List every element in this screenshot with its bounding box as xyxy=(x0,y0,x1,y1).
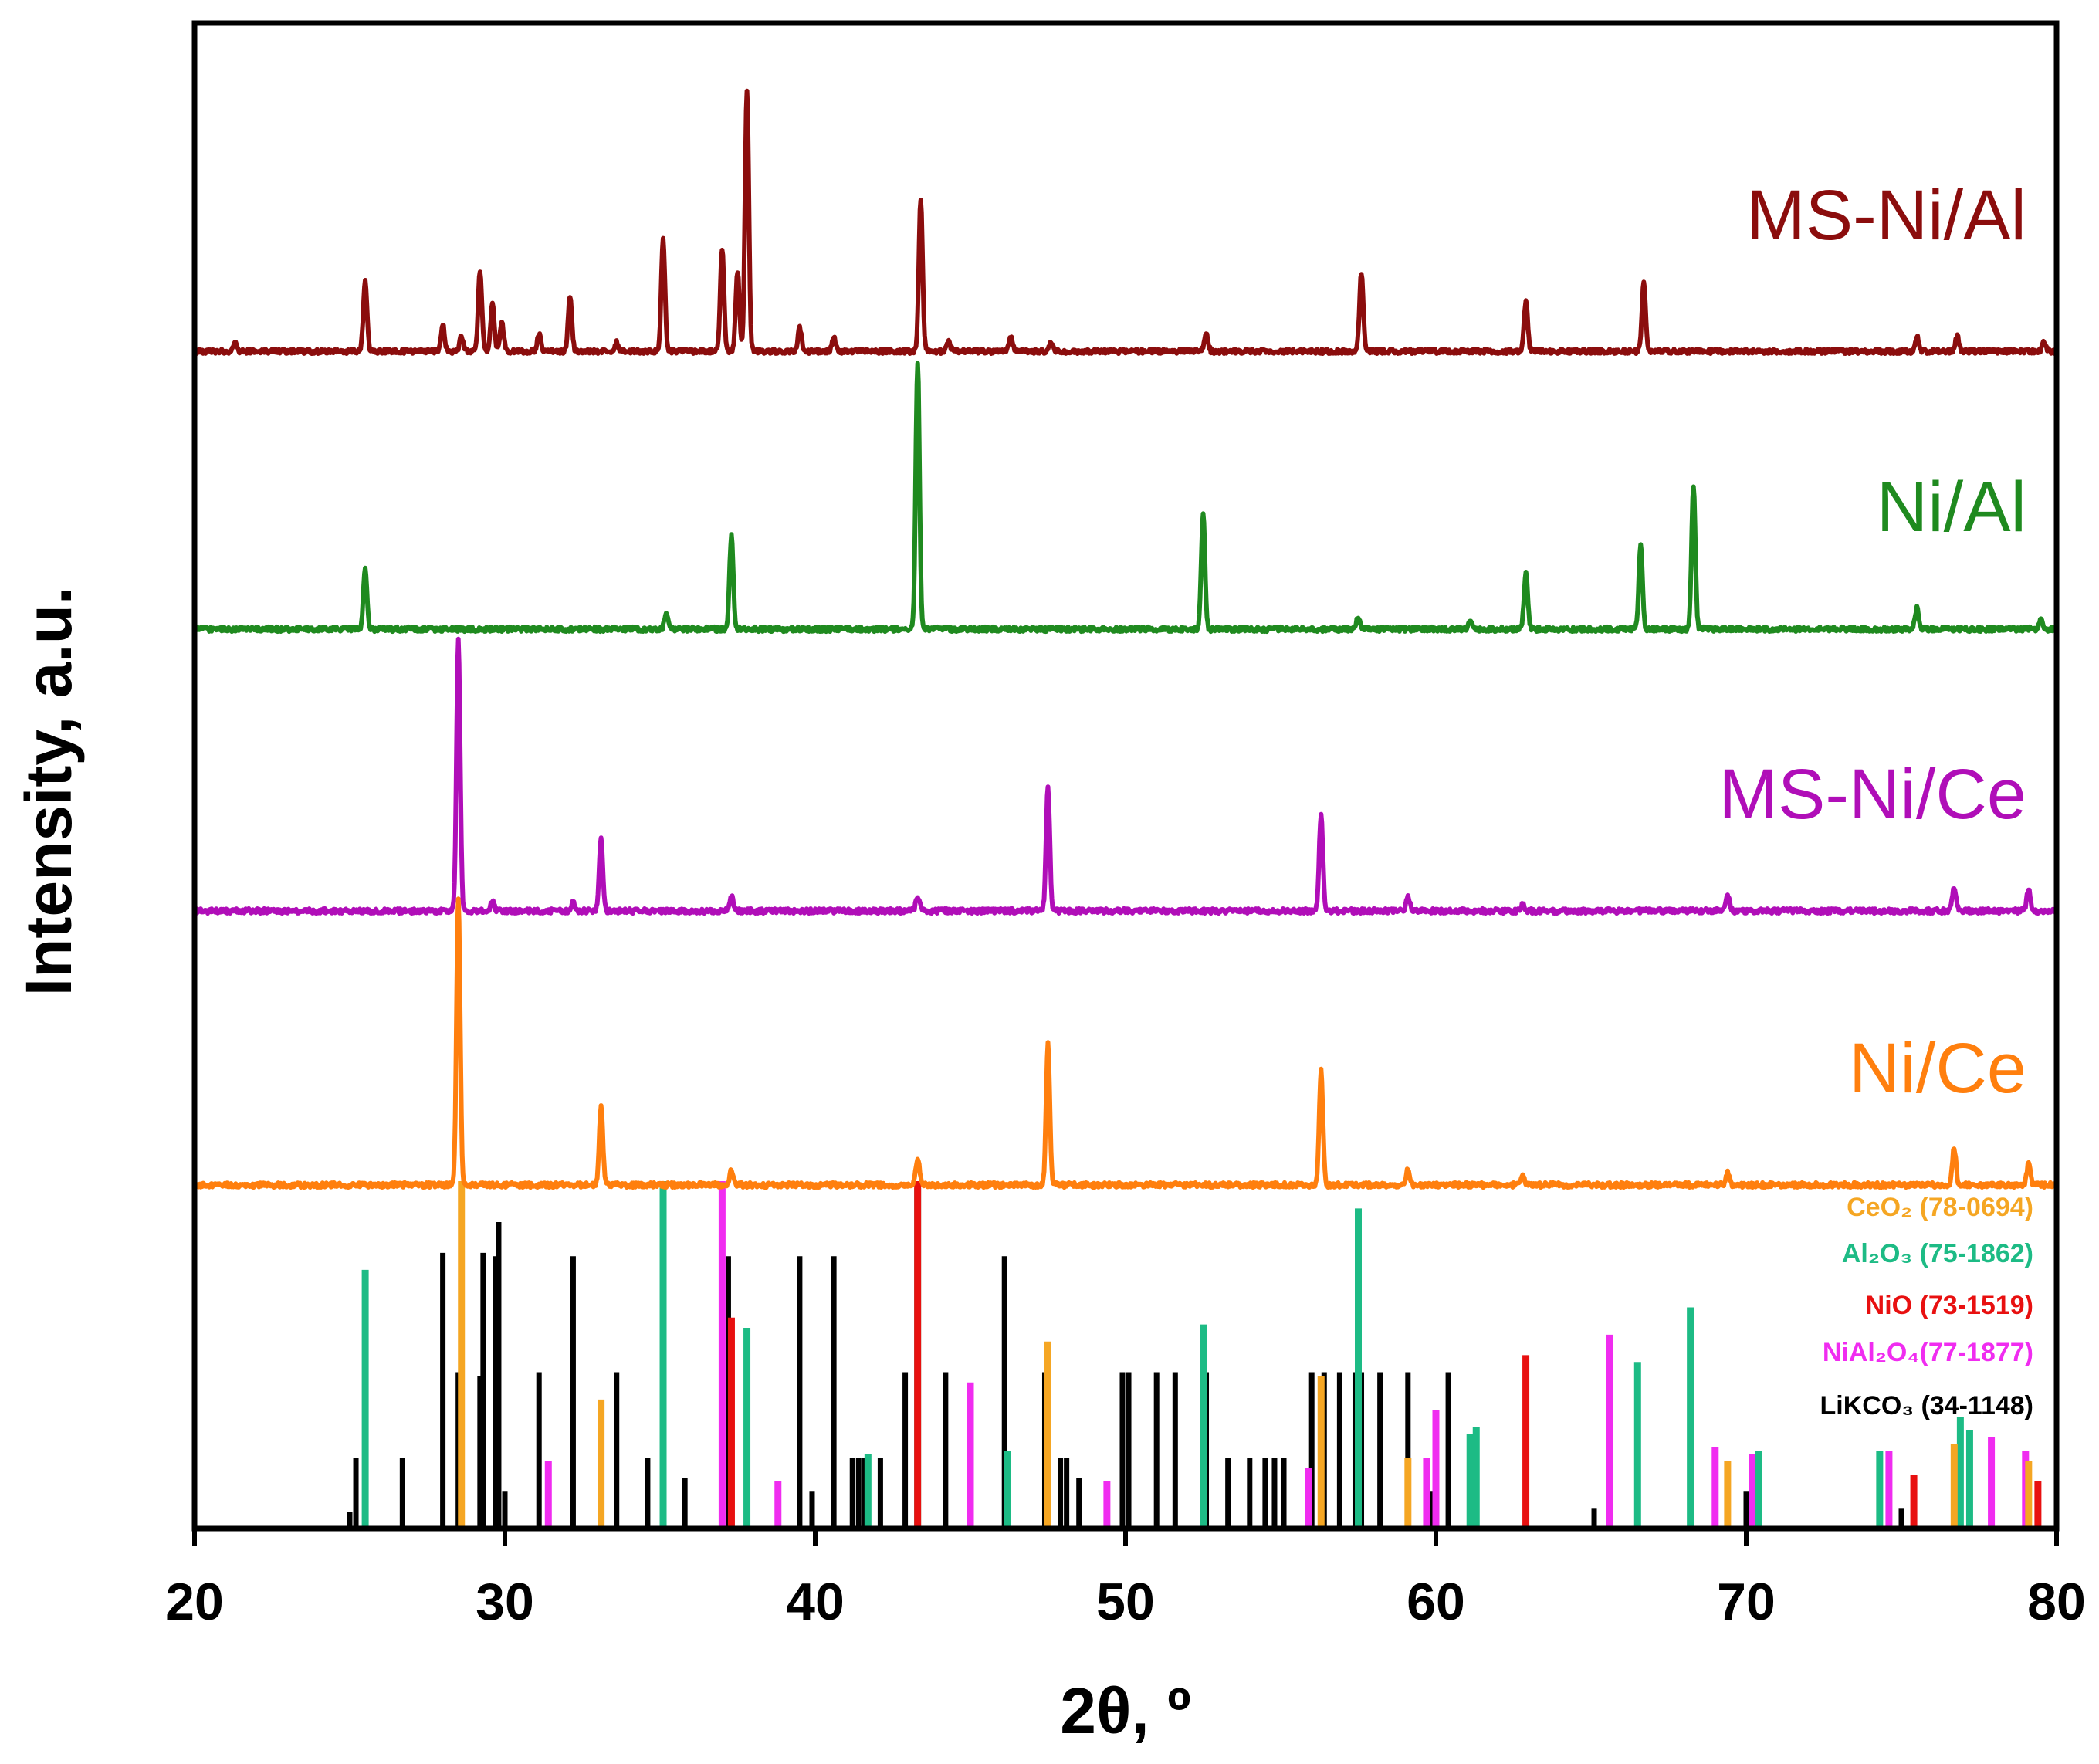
reference-pattern-4 xyxy=(347,1222,1904,1529)
series-label: Ni/Al xyxy=(1877,468,2026,547)
y-axis-title: Intensity, a.u. xyxy=(12,587,85,997)
legend-entry: LiKCO₃ (34-1148) xyxy=(1820,1391,2033,1420)
legend-entry: Al₂O₃ (75-1862) xyxy=(1842,1239,2033,1268)
x-tick-label: 80 xyxy=(2027,1573,2086,1631)
series-label: MS-Ni/Al xyxy=(1746,176,2026,255)
reference-legend: CeO₂ (78-0694) Al₂O₃ (75-1862) NiO (73-151… xyxy=(1820,1193,2033,1420)
x-tick-label: 60 xyxy=(1407,1573,1465,1631)
legend-entry: CeO₂ (78-0694) xyxy=(1847,1193,2033,1222)
x-tick-label: 30 xyxy=(476,1573,534,1631)
x-axis-title: 2θ, º xyxy=(1060,1674,1190,1747)
reference-patterns xyxy=(347,1181,2042,1529)
x-axis: 20 30 40 50 60 70 80 xyxy=(165,1529,2086,1631)
reference-pattern-2 xyxy=(727,1181,2042,1529)
legend-entry: NiAl₂O₄(77-1877) xyxy=(1823,1338,2033,1367)
x-tick-label: 70 xyxy=(1717,1573,1776,1631)
series-line xyxy=(193,361,2059,635)
series-line xyxy=(192,896,2059,1190)
x-tick-label: 40 xyxy=(786,1573,845,1631)
series-label: Ni/Ce xyxy=(1849,1029,2026,1108)
reference-pattern-0 xyxy=(458,1181,2033,1529)
legend-entry: NiO (73-1519) xyxy=(1866,1291,2033,1320)
series-labels: MS-Ni/Al Ni/Al MS-Ni/Ce Ni/Ce xyxy=(1718,176,2026,1108)
x-tick-label: 50 xyxy=(1096,1573,1155,1631)
xrd-patterns xyxy=(192,88,2059,1190)
series-line xyxy=(192,88,2059,356)
series-line xyxy=(192,636,2059,916)
series-label: MS-Ni/Ce xyxy=(1718,755,2026,834)
reference-pattern-3 xyxy=(544,1181,2030,1529)
x-tick-label: 20 xyxy=(165,1573,224,1631)
